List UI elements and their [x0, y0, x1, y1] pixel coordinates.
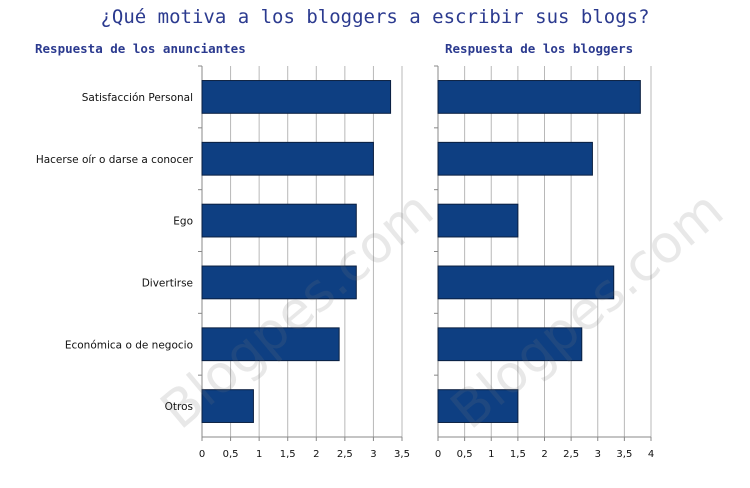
right-tick-label: 1,5 [510, 449, 526, 460]
right-tick-label: 2 [541, 449, 547, 460]
right-chart: 0 0,5 1 1,5 2 2,5 3 3,5 4 [434, 65, 654, 460]
right-tick-label: 0,5 [457, 449, 473, 460]
left-tick-label: 0,5 [223, 449, 239, 460]
category-label: Satisfacción Personal [82, 92, 193, 104]
category-label: Divertirse [142, 277, 193, 289]
right-tick-label: 3 [595, 449, 601, 460]
left-chart: 0 0,5 1 1,5 2 2,5 3 3,5 Satisfacción Personal Hac… [36, 65, 410, 460]
right-tick-label: 0 [435, 449, 441, 460]
right-bar [437, 265, 615, 300]
left-tick-label: 0 [199, 449, 205, 460]
right-tick-label: 3,5 [616, 449, 632, 460]
left-tick-label: 2 [313, 449, 319, 460]
right-chart-subtitle: Respuesta de los bloggers [445, 41, 634, 56]
right-tick-label: 1 [488, 449, 494, 460]
left-tick-label: 2,5 [337, 449, 353, 460]
left-tick-label: 1,5 [280, 449, 296, 460]
right-bar [437, 389, 519, 423]
left-bar [201, 389, 254, 423]
left-tick-label: 3,5 [394, 449, 410, 460]
left-bar [201, 265, 357, 300]
right-bar [437, 203, 519, 238]
right-tick-label: 2,5 [563, 449, 579, 460]
right-bar [437, 327, 583, 362]
left-tick-label: 3 [370, 449, 376, 460]
chart-title: ¿Qué motiva a los bloggers a escribir su… [100, 6, 650, 28]
category-label: Ego [173, 216, 193, 228]
category-label: Hacerse oír o darse a conocer [36, 154, 194, 166]
left-bar [201, 141, 374, 176]
category-label: Otros [165, 401, 193, 413]
left-bar [201, 80, 392, 114]
left-chart-subtitle: Respuesta de los anunciantes [35, 41, 246, 56]
left-tick-label: 1 [256, 449, 262, 460]
left-bar [201, 203, 357, 238]
right-tick-label: 4 [648, 449, 654, 460]
right-bar [437, 141, 593, 176]
category-label: Económica o de negocio [65, 339, 193, 351]
right-bar [437, 80, 641, 114]
left-bar [201, 327, 340, 362]
